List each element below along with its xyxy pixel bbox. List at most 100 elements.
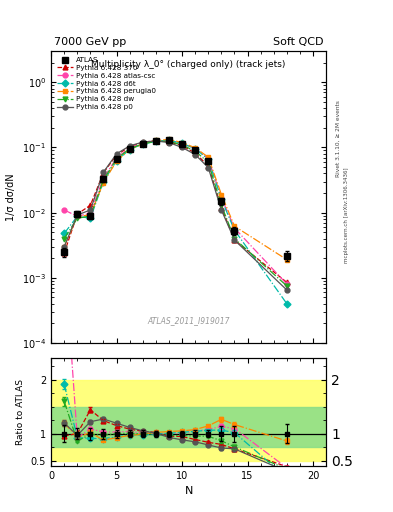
Pythia 6.428 p0: [285, 287, 289, 293]
Pythia 6.428 dw: [88, 213, 93, 219]
Pythia 6.428 perugia0: [114, 158, 119, 164]
Pythia 6.428 d6t: [180, 140, 184, 146]
Pythia 6.428 dw: [167, 138, 171, 144]
Pythia 6.428 d6t: [127, 146, 132, 153]
Pythia 6.428 p0: [180, 144, 184, 151]
Pythia 6.428 dw: [219, 202, 224, 208]
Pythia 6.428 dw: [127, 145, 132, 152]
Pythia 6.428 atlas-csc: [140, 140, 145, 146]
Bar: [51, 407, 326, 447]
Pythia 6.428 d6t: [62, 230, 66, 237]
Pythia 6.428 370: [180, 142, 184, 148]
Pythia 6.428 370: [167, 139, 171, 145]
Pythia 6.428 perugia0: [232, 223, 237, 229]
Pythia 6.428 perugia0: [127, 147, 132, 153]
Pythia 6.428 p0: [127, 143, 132, 149]
Pythia 6.428 atlas-csc: [75, 213, 80, 219]
Bar: [51, 380, 326, 461]
Pythia 6.428 d6t: [88, 215, 93, 221]
Pythia 6.428 atlas-csc: [180, 141, 184, 147]
Pythia 6.428 370: [127, 143, 132, 150]
Y-axis label: Ratio to ATLAS: Ratio to ATLAS: [16, 379, 25, 445]
Pythia 6.428 perugia0: [88, 212, 93, 218]
Line: Pythia 6.428 dw: Pythia 6.428 dw: [62, 139, 289, 288]
Pythia 6.428 p0: [154, 138, 158, 144]
Pythia 6.428 p0: [101, 169, 106, 175]
Pythia 6.428 dw: [193, 148, 198, 154]
Pythia 6.428 perugia0: [285, 257, 289, 263]
Pythia 6.428 dw: [114, 156, 119, 162]
Legend: ATLAS, Pythia 6.428 370, Pythia 6.428 atlas-csc, Pythia 6.428 d6t, Pythia 6.428 : ATLAS, Pythia 6.428 370, Pythia 6.428 at…: [55, 55, 158, 112]
Pythia 6.428 370: [114, 152, 119, 158]
Pythia 6.428 dw: [101, 177, 106, 183]
Pythia 6.428 perugia0: [62, 244, 66, 250]
Pythia 6.428 dw: [206, 159, 211, 165]
Pythia 6.428 dw: [285, 283, 289, 289]
Pythia 6.428 atlas-csc: [285, 281, 289, 287]
Pythia 6.428 dw: [75, 215, 80, 221]
Pythia 6.428 d6t: [101, 179, 106, 185]
Pythia 6.428 d6t: [232, 227, 237, 233]
Pythia 6.428 p0: [114, 151, 119, 157]
Pythia 6.428 perugia0: [101, 180, 106, 186]
Pythia 6.428 p0: [140, 139, 145, 145]
Pythia 6.428 p0: [75, 212, 80, 218]
Pythia 6.428 dw: [180, 142, 184, 148]
Pythia 6.428 370: [75, 211, 80, 217]
Pythia 6.428 atlas-csc: [101, 175, 106, 181]
Pythia 6.428 370: [154, 137, 158, 143]
Pythia 6.428 d6t: [114, 158, 119, 164]
Pythia 6.428 dw: [62, 236, 66, 242]
Pythia 6.428 atlas-csc: [88, 210, 93, 216]
Pythia 6.428 atlas-csc: [206, 156, 211, 162]
X-axis label: N: N: [184, 486, 193, 496]
Pythia 6.428 atlas-csc: [193, 145, 198, 152]
Pythia 6.428 d6t: [75, 213, 80, 219]
Pythia 6.428 perugia0: [206, 154, 211, 160]
Line: Pythia 6.428 perugia0: Pythia 6.428 perugia0: [62, 137, 289, 262]
Pythia 6.428 perugia0: [180, 139, 184, 145]
Text: Multiplicity λ_0° (charged only) (track jets): Multiplicity λ_0° (charged only) (track …: [92, 60, 286, 69]
Pythia 6.428 perugia0: [219, 191, 224, 198]
Pythia 6.428 atlas-csc: [232, 225, 237, 231]
Pythia 6.428 p0: [206, 165, 211, 171]
Pythia 6.428 perugia0: [140, 141, 145, 147]
Text: 7000 GeV pp: 7000 GeV pp: [54, 37, 126, 47]
Pythia 6.428 370: [101, 169, 106, 176]
Pythia 6.428 370: [88, 202, 93, 208]
Pythia 6.428 perugia0: [193, 145, 198, 151]
Pythia 6.428 370: [62, 250, 66, 256]
Pythia 6.428 370: [206, 163, 211, 169]
Pythia 6.428 dw: [154, 138, 158, 144]
Line: Pythia 6.428 p0: Pythia 6.428 p0: [62, 139, 289, 292]
Text: ATLAS_2011_I919017: ATLAS_2011_I919017: [147, 316, 230, 326]
Pythia 6.428 dw: [140, 141, 145, 147]
Pythia 6.428 370: [193, 150, 198, 156]
Pythia 6.428 atlas-csc: [219, 195, 224, 201]
Pythia 6.428 d6t: [285, 301, 289, 307]
Pythia 6.428 atlas-csc: [154, 138, 158, 144]
Pythia 6.428 d6t: [167, 137, 171, 143]
Pythia 6.428 p0: [62, 244, 66, 250]
Pythia 6.428 370: [232, 237, 237, 243]
Y-axis label: 1/σ dσ/dN: 1/σ dσ/dN: [6, 173, 17, 221]
Pythia 6.428 atlas-csc: [167, 137, 171, 143]
Line: Pythia 6.428 d6t: Pythia 6.428 d6t: [62, 138, 289, 306]
Pythia 6.428 p0: [88, 207, 93, 213]
Pythia 6.428 370: [285, 280, 289, 286]
Pythia 6.428 p0: [167, 139, 171, 145]
Pythia 6.428 perugia0: [75, 213, 80, 219]
Pythia 6.428 perugia0: [154, 137, 158, 143]
Pythia 6.428 p0: [193, 152, 198, 158]
Pythia 6.428 p0: [219, 207, 224, 213]
Pythia 6.428 d6t: [140, 141, 145, 147]
Pythia 6.428 d6t: [193, 145, 198, 152]
Pythia 6.428 370: [219, 204, 224, 210]
Pythia 6.428 dw: [232, 236, 237, 242]
Pythia 6.428 d6t: [219, 196, 224, 202]
Text: Rivet 3.1.10, ≥ 2M events: Rivet 3.1.10, ≥ 2M events: [336, 100, 341, 177]
Text: mcplots.cern.ch [arXiv:1306.3436]: mcplots.cern.ch [arXiv:1306.3436]: [344, 167, 349, 263]
Pythia 6.428 d6t: [154, 138, 158, 144]
Pythia 6.428 d6t: [206, 156, 211, 162]
Pythia 6.428 p0: [232, 237, 237, 243]
